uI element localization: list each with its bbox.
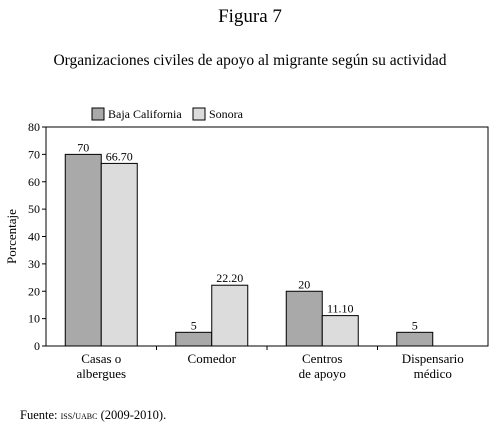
- source-institution: ISS/UABC: [60, 410, 98, 422]
- y-tick-label: 40: [28, 230, 40, 244]
- legend-swatch: [192, 107, 206, 121]
- x-category-label: Comedor: [188, 351, 237, 366]
- y-tick-label: 80: [28, 120, 40, 134]
- data-label: 11.10: [327, 302, 354, 316]
- y-tick-label: 0: [34, 339, 40, 353]
- legend-label: Sonora: [209, 107, 244, 121]
- bar: [285, 290, 323, 347]
- y-tick-label: 60: [28, 175, 40, 189]
- y-tick-label: 70: [28, 147, 40, 161]
- bar: [211, 284, 249, 347]
- data-label: 66.70: [106, 149, 133, 163]
- legend-swatch: [91, 107, 105, 121]
- data-label: 5: [191, 318, 197, 332]
- x-category-label: albergues: [76, 366, 126, 381]
- legend-label: Baja California: [108, 107, 182, 121]
- bar: [175, 331, 213, 347]
- y-tick-label: 50: [28, 202, 40, 216]
- data-label: 20: [298, 277, 310, 291]
- source-note: Fuente: ISS/UABC (2009-2010).: [20, 408, 166, 423]
- data-label: 70: [77, 140, 89, 154]
- source-prefix: Fuente:: [20, 408, 61, 422]
- x-category-label: de apoyo: [299, 366, 346, 381]
- y-tick-label: 20: [28, 284, 40, 298]
- bar: [396, 331, 434, 347]
- x-category-label: médico: [414, 366, 452, 381]
- y-tick-label: 30: [28, 257, 40, 271]
- y-tick-label: 10: [28, 312, 40, 326]
- bar: [100, 162, 138, 347]
- data-label: 5: [412, 318, 418, 332]
- bar: [321, 315, 359, 347]
- figure-label: Figura 7: [218, 6, 282, 27]
- y-axis-label: Porcentaje: [4, 209, 19, 264]
- x-category-label: Casas o: [81, 351, 121, 366]
- bar: [64, 153, 102, 347]
- chart-title: Organizaciones civiles de apoyo al migra…: [53, 52, 447, 69]
- source-period: (2009-2010).: [97, 408, 167, 422]
- x-category-label: Dispensario: [402, 351, 464, 366]
- data-label: 22.20: [216, 271, 243, 285]
- x-category-label: Centros: [302, 351, 342, 366]
